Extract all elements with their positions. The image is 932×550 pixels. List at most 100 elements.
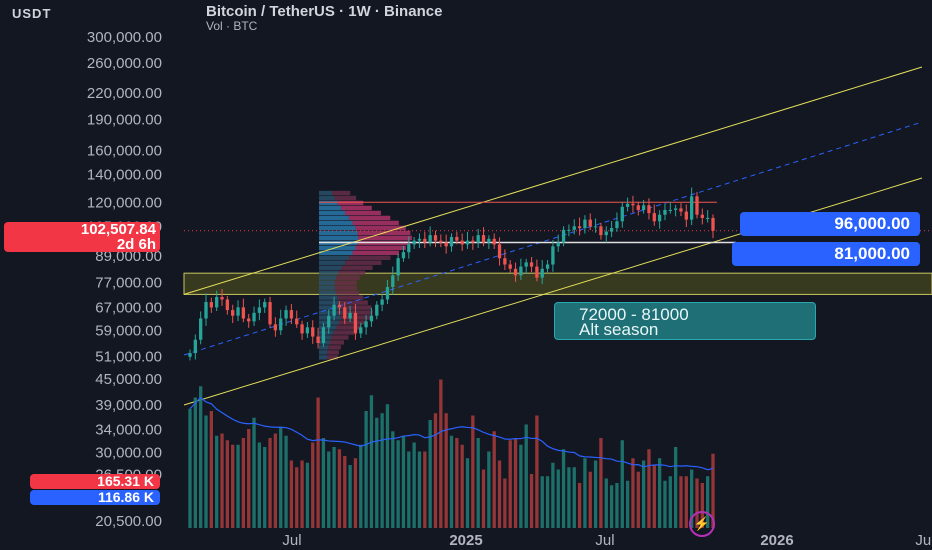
- candle-body: [625, 203, 630, 207]
- y-tick-label: 260,000.00: [87, 55, 162, 72]
- last-price-value: 102,507.84: [80, 221, 156, 238]
- volume-bar: [204, 415, 208, 528]
- candle-body: [476, 235, 480, 243]
- y-tick-label: 77,000.00: [95, 274, 162, 291]
- profile-buy: [319, 285, 335, 290]
- volume-bar: [380, 413, 384, 528]
- volume-bar: [289, 460, 294, 528]
- volume-bar: [583, 458, 587, 528]
- volume-bar: [604, 478, 608, 528]
- volume-bar: [252, 417, 256, 528]
- x-tick-label: 2026: [760, 532, 793, 549]
- volume-bar: [423, 451, 427, 528]
- volume-bar: [695, 478, 699, 528]
- candle-body: [401, 252, 406, 259]
- profile-buy: [319, 195, 335, 201]
- alt-season-callout[interactable]: 72000 - 81000 Alt season: [554, 302, 816, 340]
- y-tick-label: 160,000.00: [87, 142, 162, 159]
- candle-body: [396, 258, 400, 276]
- volume-bar: [396, 440, 400, 528]
- profile-sell: [337, 295, 364, 300]
- candle-body: [199, 318, 203, 340]
- currency-label[interactable]: USDT: [12, 6, 52, 21]
- profile-sell: [333, 330, 355, 335]
- candle-body: [556, 242, 560, 247]
- candle-body: [257, 307, 262, 313]
- candle-body: [300, 324, 304, 334]
- profile-buy: [319, 235, 359, 241]
- volume-bar: [476, 438, 480, 528]
- candle-body: [417, 238, 422, 241]
- volume-bar: [332, 447, 336, 528]
- y-tick-label: 120,000.00: [87, 194, 162, 211]
- volume-bar: [364, 411, 368, 528]
- candle-body: [231, 310, 235, 316]
- level-label-81000[interactable]: 81,000.00: [732, 242, 920, 266]
- candle-body: [588, 219, 592, 227]
- callout-range: 72000 - 81000: [579, 305, 689, 324]
- profile-buy: [319, 190, 333, 196]
- candle-body: [273, 324, 278, 331]
- profile-buy: [319, 250, 353, 255]
- candle-body: [508, 264, 512, 269]
- y-tick-label: 30,000.00: [95, 444, 162, 461]
- profile-sell: [328, 345, 341, 350]
- profile-buy: [319, 265, 342, 270]
- volume-bar: [519, 444, 523, 528]
- candle-body: [444, 242, 448, 247]
- y-tick-label: 89,000.00: [95, 248, 162, 265]
- profile-sell: [341, 305, 372, 310]
- last-price-badge: 102,507.84 2d 6h: [4, 222, 160, 252]
- profile-buy: [319, 305, 342, 310]
- candle-body: [551, 246, 555, 265]
- volume-bar: [636, 471, 640, 528]
- profile-buy: [319, 335, 332, 340]
- candle-body: [492, 238, 496, 245]
- profile-buy: [319, 225, 356, 231]
- volume-bar: [268, 438, 272, 528]
- callout-label: Alt season: [579, 320, 659, 339]
- volume-bar: [449, 435, 454, 528]
- candle-body: [343, 307, 347, 319]
- candle-body: [615, 221, 619, 229]
- candle-body: [700, 214, 704, 218]
- profile-sell: [352, 250, 399, 255]
- candle-body: [460, 240, 464, 245]
- candle-body: [225, 299, 230, 311]
- volume-bar: [631, 458, 635, 528]
- volume-bar: [433, 413, 438, 528]
- profile-sell: [339, 300, 368, 305]
- volume-bar: [316, 397, 320, 528]
- candle-body: [561, 229, 566, 243]
- volume-bar: [295, 467, 299, 528]
- candle-body: [369, 315, 374, 322]
- profile-sell: [352, 220, 399, 226]
- level-label-96000[interactable]: 96,000.00: [740, 212, 920, 236]
- alt-season-zone: [183, 272, 932, 295]
- volume-bar: [620, 440, 624, 528]
- candle-body: [188, 353, 192, 357]
- profile-buy: [319, 230, 358, 236]
- volume-bar: [529, 474, 534, 528]
- x-tick-label: 2025: [449, 532, 482, 549]
- profile-buy: [319, 210, 346, 216]
- volume-bar: [279, 426, 283, 528]
- volume-bar: [599, 438, 603, 528]
- volume-bar: [236, 444, 240, 528]
- candle-body: [647, 205, 651, 214]
- volume-bar: [615, 483, 619, 528]
- candle-body: [609, 228, 614, 232]
- candle-body: [433, 235, 438, 241]
- profile-buy: [319, 270, 339, 275]
- volume-bar: [353, 458, 358, 528]
- profile-sell: [355, 225, 406, 231]
- profile-sell: [348, 215, 391, 221]
- volume-bar: [401, 435, 406, 528]
- volume-bar: [668, 476, 672, 528]
- profile-buy: [319, 280, 335, 285]
- volume-bar: [508, 440, 512, 528]
- lightning-icon[interactable]: ⚡: [689, 511, 715, 537]
- volume-bar: [588, 471, 592, 528]
- candle-body: [668, 209, 672, 211]
